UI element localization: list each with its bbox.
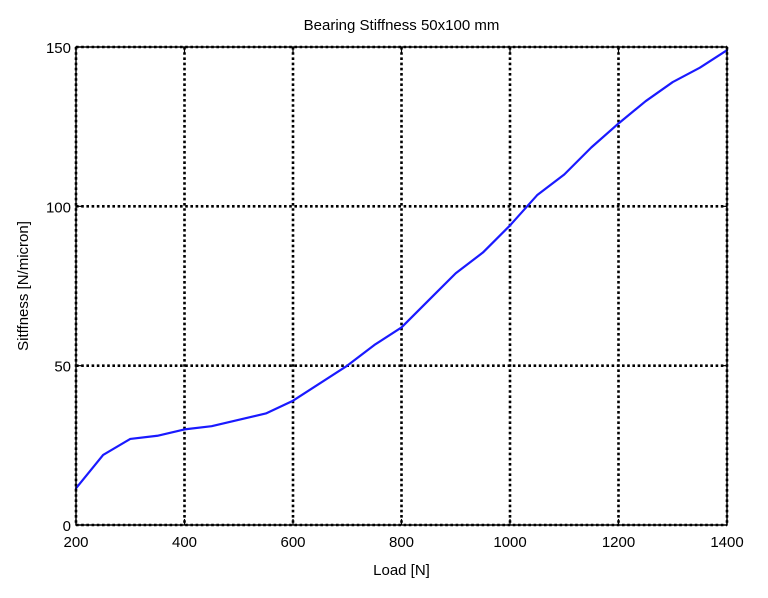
x-tick-labels: 200 400 600 800 1000 1200 1400	[63, 534, 743, 551]
x-tick-label: 200	[63, 534, 88, 551]
series-line	[74, 49, 729, 490]
y-tick-label: 100	[46, 199, 71, 216]
x-tick-label: 600	[280, 534, 305, 551]
x-tick-label: 1400	[710, 534, 743, 551]
y-tick-labels: 0 50 100 150	[46, 40, 71, 535]
tick-marks	[75, 46, 728, 526]
x-tick-label: 800	[389, 534, 414, 551]
y-tick-label: 0	[63, 518, 71, 535]
y-tick-label: 50	[54, 359, 71, 376]
x-tick-label: 400	[172, 534, 197, 551]
series-layer	[74, 49, 729, 490]
x-tick-label: 1200	[602, 534, 635, 551]
y-tick-label: 150	[46, 40, 71, 57]
chart-title: Bearing Stiffness 50x100 mm	[304, 17, 500, 34]
x-axis-label: Load [N]	[373, 562, 430, 579]
x-tick-label: 1000	[493, 534, 526, 551]
y-axis-label: Sitffness [N/micron]	[15, 221, 32, 351]
grid-lines	[74, 45, 729, 527]
